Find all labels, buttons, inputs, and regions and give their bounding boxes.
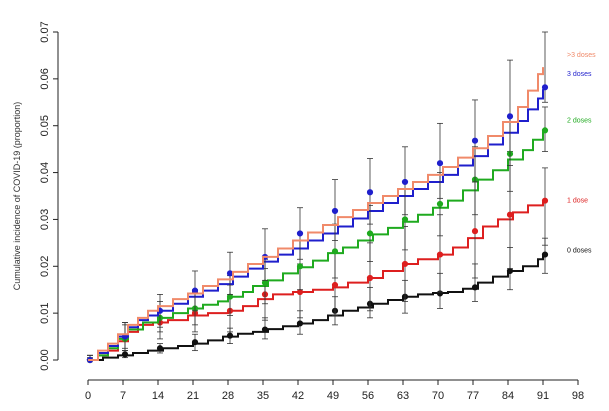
data-point-0-doses	[226, 332, 234, 339]
data-point-0-doses	[121, 351, 129, 358]
x-tick-label: 63	[397, 390, 409, 402]
y-tick-label: 0.05	[39, 115, 51, 136]
y-tick-label: 0.02	[39, 256, 51, 277]
x-tick-label: 42	[292, 390, 304, 402]
x-tick-label: 77	[467, 390, 479, 402]
series-label-3-doses: >3 doses	[567, 52, 596, 59]
data-point-0-doses	[541, 251, 549, 258]
data-point-2-doses	[296, 263, 304, 270]
series-line-2-doses	[88, 130, 544, 361]
x-tick-label: 35	[257, 390, 269, 402]
data-point-1-dose	[366, 274, 374, 282]
data-point-3-doses	[366, 189, 374, 196]
x-tick-label: 49	[327, 390, 339, 402]
data-point-0-doses	[506, 267, 514, 275]
data-point-3-doses	[541, 84, 549, 91]
x-tick-label: 21	[187, 390, 199, 402]
data-point-3-doses	[401, 178, 409, 186]
series-line-3-doses	[88, 67, 544, 361]
series-layer	[86, 31, 549, 364]
series-label-1-dose: 1 dose	[567, 198, 588, 205]
y-axis-title: Cumulative incidence of COVID-19 (propor…	[12, 102, 22, 291]
series-label-2-doses: 2 doses	[567, 117, 592, 124]
series-label-0-doses: 0 doses	[567, 248, 592, 255]
series-label-3-doses: 3 doses	[567, 71, 592, 78]
data-point-1-dose	[541, 197, 549, 204]
x-tick-label: 91	[537, 390, 549, 402]
y-tick-label: 0.06	[39, 68, 51, 89]
data-point-2-doses	[226, 293, 234, 300]
data-point-1-dose	[506, 211, 514, 218]
x-tick-label: 28	[222, 390, 234, 402]
data-point-2-doses	[366, 230, 374, 237]
data-point-2-doses	[436, 200, 444, 208]
axes-group: 0 7 14 21 28 35 42 49 56 63 70 77 84 91 98 0.00 0.01 0.02…	[39, 21, 584, 402]
y-tick-label: 0.00	[39, 349, 51, 370]
x-tick-label: 70	[432, 390, 444, 402]
series-line-0-doses	[88, 254, 544, 361]
x-tick-label: 56	[362, 390, 374, 402]
data-point-2-doses	[401, 216, 409, 223]
y-tick-label: 0.07	[39, 21, 51, 42]
series-labels-layer: 0 doses 1 dose 2 doses 3 doses >3 doses	[567, 52, 596, 254]
x-tick-label: 98	[572, 390, 584, 402]
y-tick-label: 0.03	[39, 209, 51, 230]
data-point-1-dose	[401, 260, 409, 268]
data-point-3-doses	[436, 160, 444, 167]
data-point-0-doses	[191, 339, 199, 346]
data-point-3-doses	[296, 230, 304, 237]
data-point-0-doses	[156, 345, 164, 352]
data-point-0-doses	[261, 326, 269, 333]
x-tick-label: 84	[502, 390, 514, 402]
data-point-3-doses	[226, 270, 234, 277]
data-point-1-dose	[331, 281, 339, 289]
data-point-0-doses	[471, 284, 479, 291]
data-point-2-doses	[261, 279, 269, 286]
data-point-3-doses	[471, 137, 479, 144]
data-point-2-doses	[541, 127, 549, 134]
data-point-0-doses	[296, 320, 304, 327]
data-point-1-dose	[436, 251, 444, 258]
data-point-1-dose	[296, 288, 304, 296]
data-point-2-doses	[331, 248, 339, 255]
data-point-3-doses	[331, 207, 339, 215]
data-point-3-doses	[506, 113, 514, 120]
data-point-1-dose	[471, 228, 479, 235]
y-tick-label: 0.01	[39, 302, 51, 323]
y-tick-label: 0.04	[39, 162, 51, 183]
x-tick-label: 0	[85, 390, 91, 402]
x-tick-label: 7	[120, 390, 126, 402]
x-tick-label: 14	[152, 390, 164, 402]
